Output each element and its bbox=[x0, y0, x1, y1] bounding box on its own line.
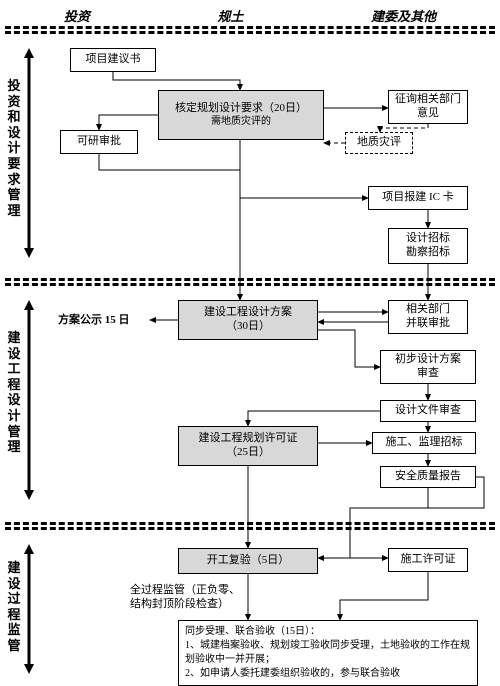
header-col-2: 规土 bbox=[217, 6, 243, 25]
node-start-recheck: 开工复验（5日） bbox=[178, 548, 318, 574]
label-l2: 需地质灾评的 bbox=[211, 116, 271, 129]
node-design-scheme: 建设工程设计方案 （30日） bbox=[178, 300, 318, 340]
label: 项目建议书 bbox=[86, 53, 141, 67]
node-feasibility: 可研审批 bbox=[60, 130, 138, 154]
label-l1: 相关部门 bbox=[406, 303, 450, 317]
node-project-proposal: 项目建议书 bbox=[70, 48, 156, 72]
separator-1 bbox=[5, 26, 495, 34]
header-col-1: 投资 bbox=[64, 6, 90, 25]
vlabel-sec2: 建设工程设计管理 bbox=[6, 330, 22, 455]
vlabel-sec3: 建设过程监管 bbox=[6, 560, 22, 654]
label: 征询相关部门意见 bbox=[393, 93, 463, 121]
node-plan-requirements: 核定规划设计要求（20日） 需地质灾评的 bbox=[158, 90, 324, 140]
node-construct-permit: 施工许可证 bbox=[388, 548, 468, 572]
node-ic-card: 项目报建 IC 卡 bbox=[368, 186, 468, 210]
label: 地质灾评 bbox=[357, 136, 401, 150]
section-arrow-3 bbox=[24, 544, 34, 674]
separator-3 bbox=[5, 522, 495, 530]
node-full-supervision: 全过程监管（正负零、 结构封顶阶段检查） bbox=[130, 584, 290, 612]
node-consult-dept: 征询相关部门意见 bbox=[388, 90, 468, 124]
section-arrow-2 bbox=[24, 300, 34, 500]
label: 施工、监理招标 bbox=[386, 436, 463, 450]
label-l1: 全过程监管（正负零、 bbox=[130, 584, 240, 596]
label-l2: （30日） bbox=[226, 320, 270, 334]
node-plan-permit: 建设工程规划许可证 （25日） bbox=[178, 426, 318, 466]
label: 项目报建 IC 卡 bbox=[382, 191, 454, 205]
label-2: 2、如申请人委托建委组织验收的，参与联合验收 bbox=[185, 667, 471, 681]
node-acceptance: 同步受理、联合验收（15日）： 1、城建档案验收、规划竣工验收同步受理，土地验收… bbox=[178, 620, 478, 686]
node-public-notice: 方案公示 15 日 bbox=[58, 314, 130, 328]
column-headers: 投资 规土 建委及其他 bbox=[0, 6, 500, 25]
label-l1: 设计招标 bbox=[406, 232, 450, 246]
label-l2: 结构封顶阶段检查） bbox=[130, 598, 229, 610]
label-l2: 勘察招标 bbox=[406, 246, 450, 260]
label-l2: 并联审批 bbox=[406, 317, 450, 331]
label-l1: 建设工程规划许可证 bbox=[199, 432, 298, 446]
label: 安全质量报告 bbox=[395, 470, 461, 484]
node-construction-bid: 施工、监理招标 bbox=[372, 432, 476, 454]
label-l2: （25日） bbox=[226, 446, 270, 460]
node-safety-report: 安全质量报告 bbox=[380, 466, 476, 488]
label-title: 同步受理、联合验收（15日）： bbox=[185, 625, 471, 639]
label: 施工许可证 bbox=[401, 553, 456, 567]
label-l2: 审查 bbox=[417, 367, 439, 381]
separator-2 bbox=[5, 278, 495, 286]
label-l1: 建设工程设计方案 bbox=[204, 306, 292, 320]
label-l1: 核定规划设计要求（20日） bbox=[175, 102, 307, 116]
section-arrow-1 bbox=[24, 48, 34, 258]
node-design-bid: 设计招标 勘察招标 bbox=[388, 228, 468, 264]
header-col-3: 建委及其他 bbox=[371, 6, 436, 25]
node-parallel-approve: 相关部门 并联审批 bbox=[388, 300, 468, 334]
label: 可研审批 bbox=[77, 135, 121, 149]
label-l1: 初步设计方案 bbox=[395, 353, 461, 367]
node-doc-review: 设计文件审查 bbox=[380, 400, 476, 422]
label-1: 1、城建档案验收、规划竣工验收同步受理，土地验收的工作在规划验收中一并开展； bbox=[185, 639, 471, 667]
label: 设计文件审查 bbox=[395, 404, 461, 418]
vlabel-sec1: 投资和设计要求管理 bbox=[6, 78, 22, 218]
label: 开工复验（5日） bbox=[207, 554, 290, 568]
node-geohazard: 地质灾评 bbox=[345, 132, 413, 154]
node-prelim-review: 初步设计方案 审查 bbox=[380, 350, 476, 384]
